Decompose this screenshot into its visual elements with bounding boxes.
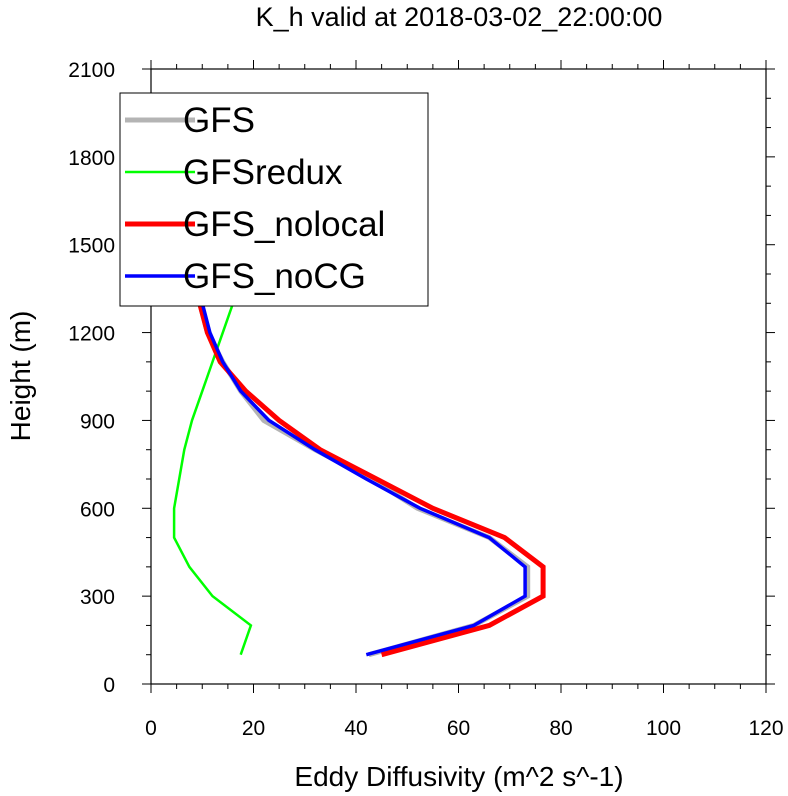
y-tick-label: 1500 [68,235,115,258]
x-tick-label: 100 [646,717,681,740]
y-tick-label: 1800 [68,147,115,170]
y-axis-label: Height (m) [5,311,36,442]
legend: GFS GFSredux GFS_nolocal GFS_noCG [119,92,429,307]
x-tick-label: 20 [242,717,265,740]
plot-frame [150,68,767,685]
y-tick-label: 0 [103,674,115,697]
x-tick-label: 120 [748,717,783,740]
chart-title: K_h valid at 2018-03-02_22:00:00 [256,2,663,32]
legend-box [119,92,429,307]
y-tick-label: 900 [80,410,115,433]
axis-ticks [142,60,775,693]
x-tick-label: 40 [344,717,367,740]
y-tick-label: 300 [80,586,115,609]
tick-labels: 0 20 40 60 80 100 1200300600900120015001800210… [68,59,783,740]
legend-label: GFS [183,101,255,140]
x-tick-label: 0 [145,717,157,740]
x-tick-label: 80 [549,717,572,740]
legend-label: GFS_noCG [183,257,366,296]
y-tick-label: 1200 [68,323,115,346]
x-axis-label: Eddy Diffusivity (m^2 s^-1) [294,761,623,792]
y-tick-label: 600 [80,498,115,521]
legend-label: GFS_nolocal [183,205,385,244]
x-tick-label: 60 [447,717,470,740]
y-tick-label: 2100 [68,59,115,82]
legend-label: GFSredux [183,153,343,192]
